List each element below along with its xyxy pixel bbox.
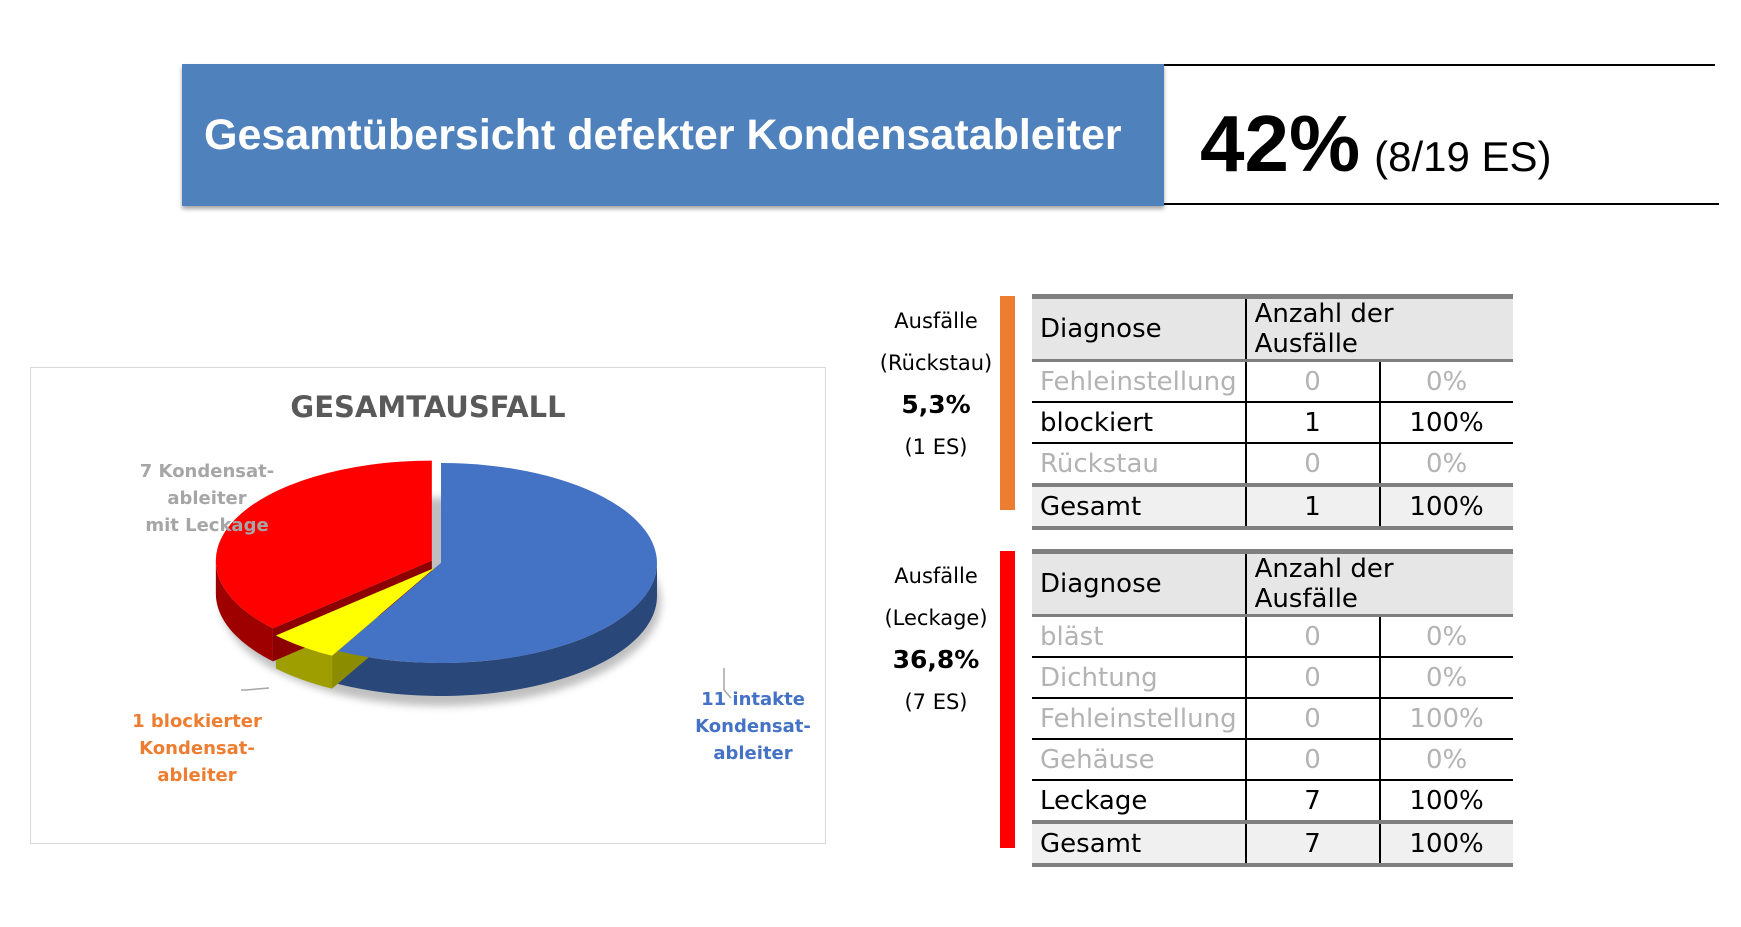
percent-cell: 100% xyxy=(1379,402,1513,444)
diagnosis-cell: Gesamt xyxy=(1032,483,1247,530)
diagnosis-cell: Fehleinstellung xyxy=(1032,698,1247,740)
group2-line1: Ausfälle xyxy=(894,564,978,588)
slice-label-leak-line: mit Leckage xyxy=(145,515,269,536)
group2-color-bar xyxy=(1000,551,1015,848)
percent-cell: 100% xyxy=(1379,820,1513,867)
header-rule-top xyxy=(1164,64,1715,66)
group1-percentage: 5,3% xyxy=(901,390,971,419)
count-cell: 1 xyxy=(1245,483,1381,530)
chart-title: GESAMTAUSFALL xyxy=(290,390,566,424)
percent-cell: 100% xyxy=(1379,483,1513,530)
group2-count: (7 ES) xyxy=(904,690,968,714)
slice-label-intact: 11 intakte Kondensat-ableiter xyxy=(683,686,823,767)
table-row: Gesamt 1 100% xyxy=(1032,483,1513,530)
slice-label-blocked-line: 1 blockierter xyxy=(132,711,262,732)
page-title: Gesamtübersicht defekter Kondensatableit… xyxy=(204,110,1122,159)
leader-line xyxy=(241,687,270,691)
group2-percentage: 36,8% xyxy=(892,645,980,674)
group2-summary: Ausfälle (Leckage) 36,8% (7 ES) xyxy=(866,555,1006,723)
table-row: Rückstau 0 0% xyxy=(1032,443,1513,486)
column-header-anzahl: Anzahl der Ausfälle xyxy=(1245,294,1513,362)
pie-chart xyxy=(215,460,732,706)
column-header-diagnose: Diagnose xyxy=(1032,294,1247,362)
table-row: Fehleinstellung 0 0% xyxy=(1032,360,1513,403)
group1-color-bar xyxy=(1000,296,1015,510)
leader-line xyxy=(723,668,732,699)
diagnosis-cell: blockiert xyxy=(1032,402,1247,444)
table-row: Leckage 7 100% xyxy=(1032,780,1513,823)
diagnosis-cell: Fehleinstellung xyxy=(1032,360,1247,403)
percent-cell: 0% xyxy=(1379,443,1513,486)
slice-label-intact-line: ableiter xyxy=(713,743,793,764)
percent-cell: 0% xyxy=(1379,360,1513,403)
table-row: bläst 0 0% xyxy=(1032,615,1513,658)
count-cell: 0 xyxy=(1245,360,1381,403)
table-row: Dichtung 0 0% xyxy=(1032,657,1513,699)
count-cell: 0 xyxy=(1245,657,1381,699)
summary-count: (8/19 ES) xyxy=(1374,133,1552,180)
diagnosis-cell: Gehäuse xyxy=(1032,739,1247,781)
slice-side-wall xyxy=(215,560,273,662)
percent-cell: 0% xyxy=(1379,739,1513,781)
summary-percentage: 42% xyxy=(1200,99,1361,188)
percent-cell: 0% xyxy=(1379,615,1513,658)
slice-label-leak-line: ableiter xyxy=(167,488,247,509)
count-cell: 7 xyxy=(1245,820,1381,867)
group1-count: (1 ES) xyxy=(904,435,968,459)
group1-line1: Ausfälle xyxy=(894,309,978,333)
column-header-anzahl: Anzahl der Ausfälle xyxy=(1245,549,1513,617)
percent-cell: 100% xyxy=(1379,780,1513,823)
header-banner: Gesamtübersicht defekter Kondensatableit… xyxy=(182,64,1164,206)
pie-chart-panel: GESAMTAUSFALL 7 Kondensat-ableiter mit Le… xyxy=(30,367,826,844)
percent-cell: 100% xyxy=(1379,698,1513,740)
count-cell: 0 xyxy=(1245,698,1381,740)
diagnosis-cell: Rückstau xyxy=(1032,443,1247,486)
group1-line2: (Rückstau) xyxy=(879,351,993,375)
group2-table: Diagnose Anzahl der Ausfälle bläst 0 0% Dicht… xyxy=(1032,549,1513,867)
group1-summary: Ausfälle (Rückstau) 5,3% (1 ES) xyxy=(866,300,1006,468)
group2-line2: (Leckage) xyxy=(884,606,988,630)
pie-slice xyxy=(338,463,657,663)
count-cell: 1 xyxy=(1245,402,1381,444)
slice-side-wall xyxy=(338,563,657,696)
table-row: Fehleinstellung 0 100% xyxy=(1032,698,1513,740)
pie-slice xyxy=(215,460,432,629)
slice-label-leak: 7 Kondensat-ableiter mit Leckage xyxy=(117,458,297,539)
diagnosis-cell: bläst xyxy=(1032,615,1247,658)
slice-label-intact-line: 11 intakte xyxy=(701,689,805,710)
slice-label-blocked-line: Kondensat- xyxy=(139,738,255,759)
header-rule-bottom xyxy=(1164,203,1719,205)
slice-label-intact-line: Kondensat- xyxy=(695,716,811,737)
group1-table: Diagnose Anzahl der Ausfälle Fehleinstellu… xyxy=(1032,294,1513,530)
column-header-diagnose: Diagnose xyxy=(1032,549,1247,617)
summary-figure: 42% (8/19 ES) xyxy=(1200,98,1552,190)
slice-label-blocked: 1 blockierter Kondensat-ableiter xyxy=(107,708,287,789)
diagnosis-cell: Dichtung xyxy=(1032,657,1247,699)
diagnosis-cell: Leckage xyxy=(1032,780,1247,823)
table-row: Gesamt 7 100% xyxy=(1032,820,1513,867)
count-cell: 0 xyxy=(1245,739,1381,781)
slice-label-blocked-line: ableiter xyxy=(157,765,237,786)
count-cell: 7 xyxy=(1245,780,1381,823)
table-row: Gehäuse 0 0% xyxy=(1032,739,1513,781)
slice-label-leak-line: 7 Kondensat- xyxy=(139,461,275,482)
count-cell: 0 xyxy=(1245,443,1381,486)
pie-slice xyxy=(275,567,435,656)
count-cell: 0 xyxy=(1245,615,1381,658)
table-row: blockiert 1 100% xyxy=(1032,402,1513,444)
diagnosis-cell: Gesamt xyxy=(1032,820,1247,867)
percent-cell: 0% xyxy=(1379,657,1513,699)
